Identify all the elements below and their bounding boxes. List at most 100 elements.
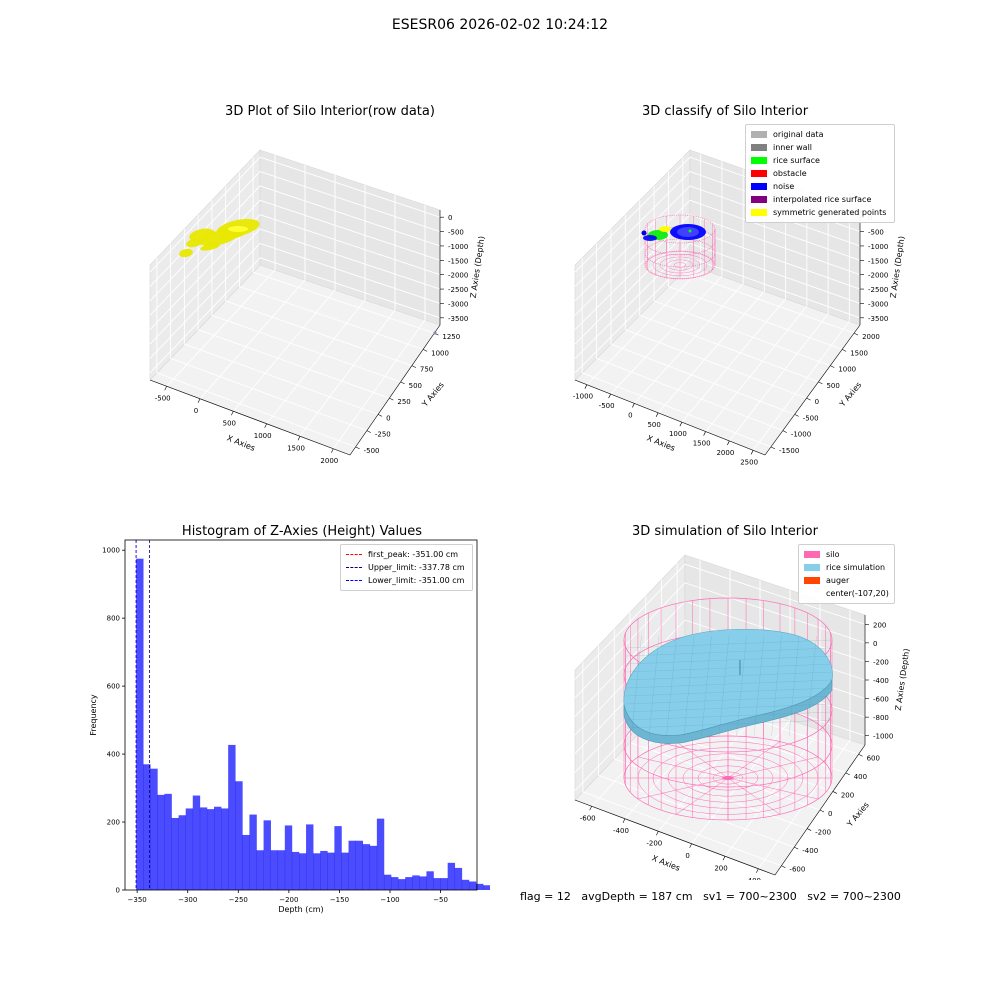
x-tick-label: -200 <box>646 839 662 847</box>
y-tick-label: 0 <box>116 887 120 895</box>
z-tick-label: -500 <box>448 229 464 237</box>
y-tick-label: 1000 <box>838 366 856 374</box>
z-tick-label: 0 <box>448 214 452 222</box>
x-tick-label: 0 <box>628 411 632 419</box>
histogram-bar <box>157 794 165 890</box>
silo-floor-spoke <box>727 741 781 779</box>
legend-entry: first_peak: -351.00 cm <box>346 548 467 561</box>
y-tick-label: 1000 <box>102 547 120 555</box>
silo-floor-ring <box>673 262 687 268</box>
raw-point-cluster <box>218 230 246 240</box>
x-tick-label: -500 <box>155 394 171 402</box>
mesh-line <box>625 687 833 697</box>
noise-points-edge <box>641 230 647 236</box>
x-tick-label: 400 <box>748 877 761 880</box>
mesh-line <box>625 711 833 721</box>
legend-entry: Lower_limit: -351.00 cm <box>346 574 467 587</box>
silo-floor-ring <box>666 259 694 271</box>
mesh-line <box>625 695 833 705</box>
legend-swatch <box>804 577 820 584</box>
histogram-bar <box>419 876 427 890</box>
mesh-line <box>648 635 660 737</box>
silo-floor-ring <box>652 253 708 276</box>
histogram-bar <box>320 850 328 890</box>
avg-depth-text: avgDepth = 187 cm <box>581 890 693 903</box>
histogram-bar <box>447 862 456 890</box>
x-axis-line <box>574 799 776 876</box>
histogram-bar <box>235 781 243 890</box>
legend-label: first_peak: -351.00 cm <box>368 550 459 559</box>
panel2-title: 3D classify of Silo Interior <box>641 104 809 119</box>
legend-label: rice surface <box>773 156 820 165</box>
z-tick-label: -400 <box>873 677 889 685</box>
y-tick-label: 200 <box>841 791 854 799</box>
x-tick-label: 1000 <box>669 430 687 438</box>
mesh-line <box>625 639 833 649</box>
legend-label: interpolated rice surface <box>773 195 872 204</box>
x-tick-label: 2000 <box>320 457 338 465</box>
z-tick-label: -2500 <box>868 286 888 294</box>
mesh-line <box>701 635 712 737</box>
histogram-bar <box>398 879 406 890</box>
histogram-bar <box>291 851 300 890</box>
x-tick-label: -500 <box>599 402 615 410</box>
z-tick-label: -1000 <box>448 243 468 251</box>
histogram-bar <box>242 834 250 890</box>
simulation-legend: silo rice simulation auger center(-107,20) <box>798 544 895 604</box>
histogram-bar <box>405 877 413 890</box>
y-tick-label: -500 <box>803 414 819 422</box>
status-footer: flag = 12 avgDepth = 187 cm sv1 = 700~23… <box>520 890 901 903</box>
x-axis-line <box>149 379 351 456</box>
z-tick-label: -1500 <box>868 257 888 265</box>
legend-swatch <box>751 209 767 216</box>
z-tick-label: -3000 <box>448 300 468 308</box>
raw-point-outlier <box>433 331 437 335</box>
legend-entry: noise <box>751 180 889 193</box>
z-tick-label: 200 <box>873 621 886 629</box>
y-tick-label: 600 <box>867 754 880 762</box>
histogram-bar <box>433 878 441 890</box>
histogram-bar <box>284 825 293 890</box>
mesh-line <box>625 679 833 689</box>
x-tick-label: -1000 <box>573 393 593 401</box>
legend-line-swatch <box>346 580 362 581</box>
legend-entry: symmetric generated points <box>751 206 889 219</box>
histogram-bar <box>412 875 420 890</box>
rice-surface-edge <box>623 678 833 744</box>
x-tick-label: −300 <box>178 896 197 904</box>
sv2-text: sv2 = 700~2300 <box>807 890 901 903</box>
z-axis-label: Z Axies (Depth) <box>889 235 907 298</box>
silo-ring <box>644 226 716 256</box>
x-tick-label: −350 <box>128 896 147 904</box>
legend-entry: inner wall <box>751 141 889 154</box>
legend-entry: obstacle <box>751 167 889 180</box>
raw-point-cluster <box>179 248 193 258</box>
legend-label: auger <box>826 576 850 585</box>
histogram-bar <box>277 850 286 890</box>
y-tick-label: -200 <box>815 829 831 837</box>
histogram-bar <box>327 852 335 890</box>
histogram-bar <box>270 850 279 890</box>
y-tick-label: 600 <box>107 683 120 691</box>
mesh-line <box>666 635 677 737</box>
legend-line-swatch <box>346 567 362 568</box>
histogram-bar <box>306 824 314 890</box>
histogram-bar <box>475 883 484 890</box>
x-tick-label: −150 <box>330 896 349 904</box>
x-tick-label: 1500 <box>287 444 305 452</box>
mesh-line <box>625 671 833 681</box>
legend-label: Upper_limit: -337.78 cm <box>368 563 465 572</box>
histogram-bar <box>178 815 186 890</box>
raw-point-highlight <box>228 226 248 232</box>
y-tick-label: 200 <box>107 819 120 827</box>
x-tick-label: 200 <box>714 864 727 872</box>
mesh-line <box>788 635 800 737</box>
y-tick-label: 2000 <box>862 333 880 341</box>
legend-entry: rice surface <box>751 154 889 167</box>
histogram-legend: first_peak: -351.00 cm Upper_limit: -337.… <box>340 544 473 591</box>
x-tick-label: 0 <box>685 852 689 860</box>
histogram-bar <box>348 840 356 890</box>
y-axis-label: Y Axies <box>420 380 446 409</box>
y-tick-label: 1000 <box>431 349 449 357</box>
grid-lines <box>149 155 441 450</box>
